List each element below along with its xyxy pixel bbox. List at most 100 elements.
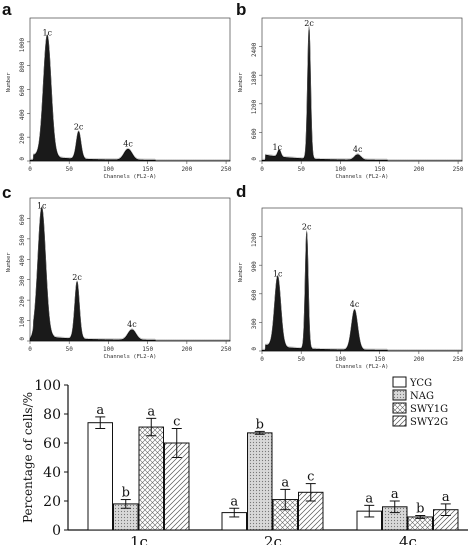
histogram-distribution (29, 34, 231, 162)
flow-cytometry-histograms: a0 50 100 150 200 25002004006008001000Channel… (2, 0, 464, 370)
bar-y-axis-title: Percentage of cells/% (21, 392, 35, 523)
peak-label-4c: 4c (123, 139, 133, 148)
histogram-panel-b: b 0 50 100 150 200 250 0 600 1200 1800 2400 Channels… (236, 0, 464, 180)
y-axis-title: Number (6, 252, 12, 273)
histogram-panel-d: d 0 50 100 150 200 250 0 300 600 900 1200 Channels (… (236, 182, 464, 370)
significance-letter: a (365, 491, 373, 506)
peak-label-4c: 4c (353, 145, 363, 154)
bar-y-tick-label: 20 (43, 494, 61, 510)
histogram-fit-line (262, 230, 462, 350)
y-tick-label: 200 (19, 133, 26, 144)
bar-YCG-1c (87, 422, 113, 531)
x-tick-label: 100 (103, 346, 114, 353)
x-axis-title: Channels (FL2-A) (336, 174, 389, 180)
peak-label-2c: 2c (72, 273, 82, 282)
x-tick-label: 150 (374, 356, 385, 363)
panel-letter-a: a (2, 0, 12, 19)
x-tick-label: 200 (413, 356, 424, 363)
histogram-panel-a: a 0 50 100 150 200 250 0 200 400 600 800 1000 Channel… (2, 0, 232, 180)
panel-letter-c: c (2, 183, 11, 202)
y-tick-label: 300 (19, 275, 26, 286)
legend-label-SWY2G: SWY2G (410, 417, 448, 428)
y-tick-label: 400 (19, 109, 26, 120)
x-tick-label: 100 (335, 356, 346, 363)
panel-letter-d: d (236, 182, 246, 201)
histogram-fit-line (262, 26, 462, 160)
x-tick-label: 50 (298, 166, 306, 173)
bar-y-tick-label: 100 (34, 378, 61, 394)
histogram-frame (261, 17, 463, 162)
significance-letter: b (256, 417, 264, 432)
x-tick-label: 150 (142, 346, 153, 353)
y-tick-label: 0 (19, 337, 26, 341)
significance-letter: c (173, 415, 180, 430)
histogram-frame (261, 207, 463, 352)
y-tick-label: 0 (251, 347, 258, 351)
x-tick-label: 150 (374, 166, 385, 173)
x-axis-title: Channels (FL2-A) (104, 354, 157, 360)
x-tick-label: 50 (298, 356, 306, 363)
x-tick-label: 250 (221, 346, 232, 353)
bar-SWY1G-4c (407, 516, 433, 531)
legend-swatch-YCG (392, 376, 407, 388)
x-axis-title: Channels (FL2-A) (336, 364, 389, 370)
legend-swatch-SWY2G (392, 415, 407, 427)
category-label-4c: 4c (399, 533, 417, 545)
category-label-1c: 1c (130, 533, 148, 545)
y-axis-title: Number (238, 262, 244, 283)
significance-letter: c (307, 470, 314, 485)
y-tick-label: 0 (251, 157, 258, 161)
bar-SWY1G-1c (138, 426, 164, 531)
y-tick-label: 900 (251, 261, 258, 272)
y-tick-label: 400 (19, 255, 26, 266)
y-tick-label: 2400 (251, 42, 258, 57)
significance-letter: b (416, 502, 424, 517)
x-tick-label: 250 (221, 166, 232, 173)
peak-label-4c: 4c (127, 320, 137, 329)
legend-swatch-SWY1G (392, 402, 407, 414)
x-tick-label: 200 (181, 346, 192, 353)
panel-letter-b: b (236, 0, 246, 19)
x-tick-label: 0 (260, 356, 264, 363)
y-tick-label: 0 (19, 157, 26, 161)
y-tick-label: 600 (251, 289, 258, 300)
y-tick-label: 800 (19, 61, 26, 72)
bar-y-tick-label: 60 (43, 436, 61, 452)
x-tick-label: 250 (453, 166, 464, 173)
peak-label-1c: 1c (273, 269, 283, 278)
legend-label-SWY1G: SWY1G (410, 404, 448, 415)
category-label-2c: 2c (264, 533, 282, 545)
significance-letter: a (230, 494, 238, 509)
x-tick-label: 0 (28, 346, 32, 353)
x-axis-title: Channels (FL2-A) (104, 174, 157, 180)
y-tick-label: 600 (19, 85, 26, 96)
y-axis-title: Number (238, 72, 244, 93)
y-tick-label: 1200 (251, 232, 258, 247)
peak-label-1c: 1c (42, 28, 52, 37)
peak-label-1c: 1c (37, 201, 47, 210)
y-tick-label: 300 (251, 318, 258, 329)
bar-y-tick-label: 0 (52, 523, 61, 539)
significance-letter: a (147, 404, 155, 419)
x-tick-label: 0 (260, 166, 264, 173)
peak-label-2c: 2c (302, 223, 312, 232)
y-tick-label: 600 (19, 214, 26, 225)
x-tick-label: 100 (335, 166, 346, 173)
legend-label-YCG: YCG (409, 378, 432, 389)
bar-y-tick-label: 40 (43, 465, 61, 481)
significance-letter: a (391, 487, 399, 502)
bar-NAG-2c (247, 432, 273, 531)
y-tick-label: 200 (19, 296, 26, 307)
histogram-distribution (261, 27, 463, 162)
histogram-distribution (29, 206, 231, 342)
significance-letter: a (281, 475, 289, 490)
histogram-fit-line (29, 206, 230, 340)
legend-label-NAG: NAG (410, 391, 434, 402)
histogram-panel-c: c 0 50 100 150 200 250 0 100 200 300 400 500 600 Chann… (2, 183, 232, 360)
peak-label-2c: 2c (304, 19, 314, 28)
significance-letter: a (96, 403, 104, 418)
significance-letter: b (122, 486, 130, 501)
x-tick-label: 100 (103, 166, 114, 173)
